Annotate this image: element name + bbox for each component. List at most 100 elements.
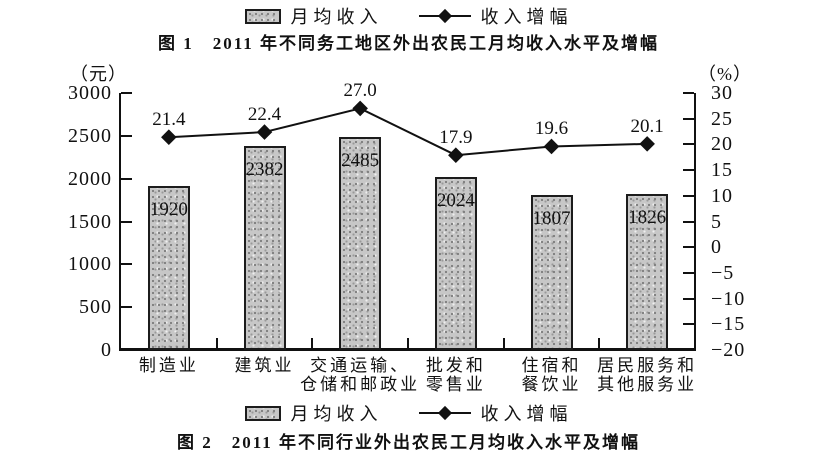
x-axis-tick — [598, 338, 601, 350]
line-legend-swatch-icon — [418, 405, 471, 421]
right-axis-tick-label: −15 — [711, 313, 746, 336]
bar-1 — [147, 185, 190, 350]
left-axis-tick-label: 2000 — [68, 167, 112, 190]
x-axis-tick — [502, 338, 505, 350]
right-axis-tick — [683, 297, 694, 300]
left-axis-unit: （元） — [70, 64, 127, 84]
right-axis-tick-label: 30 — [711, 82, 733, 104]
category-label-3: 交通运输、 仓储和邮政业 — [290, 356, 430, 394]
right-axis-line — [694, 93, 696, 350]
right-axis-tick-label: −5 — [711, 261, 735, 284]
left-axis-tick-label: 500 — [79, 296, 112, 319]
right-axis-tick-label: 15 — [711, 159, 733, 182]
right-axis-tick-label: 25 — [711, 107, 733, 130]
diamond-marker-icon — [256, 124, 273, 140]
bar-4 — [434, 176, 477, 350]
right-axis-unit: （%） — [698, 64, 752, 84]
bar-value-label: 2024 — [436, 189, 475, 211]
left-axis-tick — [121, 92, 132, 94]
line-legend-label: 收入增幅 — [480, 404, 573, 424]
category-label-line: 零售业 — [425, 375, 486, 394]
category-label-line: 餐饮业 — [521, 375, 582, 394]
left-axis-line — [119, 93, 121, 350]
line-value-label: 19.6 — [534, 118, 569, 140]
bar-3 — [339, 137, 382, 350]
right-axis-tick — [683, 349, 694, 351]
bar-value-label: 1826 — [628, 206, 667, 228]
diamond-marker-icon — [437, 405, 452, 421]
left-axis-tick-label: 2500 — [68, 124, 112, 147]
bar-value-label: 1807 — [532, 208, 571, 230]
category-label-line: 住宿和 — [521, 356, 582, 375]
figure1-legend: 月均收入 收入增幅 — [0, 5, 817, 27]
bar-legend-swatch-icon — [244, 405, 281, 421]
left-axis-tick — [121, 177, 132, 180]
x-axis-tick — [311, 338, 314, 350]
category-label-line: 仓储和邮政业 — [300, 375, 421, 394]
x-axis-tick — [407, 338, 409, 350]
right-axis-tick — [683, 220, 694, 223]
line-value-label: 20.1 — [630, 115, 664, 137]
diamond-marker-icon — [161, 129, 177, 145]
left-axis-tick — [121, 263, 132, 266]
left-axis-tick-label: 0 — [101, 339, 112, 361]
bar-legend-label: 月均收入 — [290, 404, 383, 424]
line-segment — [168, 107, 648, 157]
left-axis-tick — [121, 220, 132, 223]
right-axis-tick — [683, 323, 694, 326]
left-axis-tick-label: 1500 — [68, 210, 112, 233]
bar-legend-swatch-icon — [244, 8, 281, 24]
right-axis-tick — [683, 169, 694, 172]
diamond-marker-icon — [543, 138, 560, 155]
diamond-marker-icon — [352, 100, 368, 117]
left-axis-tick — [121, 306, 132, 309]
bar-value-label: 1920 — [149, 198, 188, 220]
right-axis-tick-label: 5 — [711, 210, 722, 233]
right-axis-tick — [683, 246, 694, 249]
right-axis-tick — [683, 117, 694, 120]
line-value-label: 27.0 — [343, 80, 377, 102]
right-axis-tick-label: −10 — [711, 287, 746, 310]
bar-legend-label: 月均收入 — [290, 7, 383, 27]
figure1-caption: 图 1 2011 年不同务工地区外出农民工月均收入水平及增幅 — [157, 34, 660, 53]
bar-value-label: 2382 — [245, 158, 284, 180]
diamond-marker-icon — [448, 147, 464, 163]
right-axis-tick-label: 10 — [711, 184, 733, 207]
right-axis-tick — [683, 92, 694, 94]
line-value-label: 17.9 — [439, 127, 473, 149]
line-value-label: 22.4 — [247, 104, 282, 126]
right-axis-tick-label: 0 — [711, 236, 722, 259]
left-axis-tick-label: 1000 — [68, 253, 112, 276]
category-label-4: 批发和 零售业 — [386, 356, 526, 394]
right-axis-tick — [683, 143, 694, 146]
left-axis-tick — [121, 134, 132, 137]
diamond-marker-icon — [639, 136, 655, 152]
right-axis-tick-label: −20 — [711, 339, 746, 361]
line-legend-label: 收入增幅 — [480, 7, 573, 27]
right-axis-tick-label: 20 — [711, 133, 733, 156]
bar-value-label: 2485 — [341, 150, 380, 172]
figure2-legend: 月均收入 收入增幅 — [0, 402, 817, 424]
figure2-caption: 图 2 2011 年不同行业外出农民工月均收入水平及增幅 — [176, 433, 641, 452]
line-legend-swatch-icon — [418, 8, 471, 24]
category-label-6: 居民服务和 其他服务业 — [577, 356, 717, 394]
left-axis-tick-label: 3000 — [68, 82, 112, 104]
category-label-line: 建筑业 — [234, 356, 295, 375]
bar-2 — [243, 145, 286, 350]
category-label-line: 制造业 — [138, 356, 199, 375]
category-label-1: 制造业 — [99, 356, 239, 375]
category-label-2: 建筑业 — [195, 356, 335, 375]
x-axis-tick — [215, 338, 218, 350]
bar-5 — [530, 195, 573, 350]
category-label-5: 住宿和 餐饮业 — [482, 356, 622, 394]
line-value-label: 21.4 — [152, 109, 186, 131]
category-label-line: 交通运输、 — [310, 356, 411, 375]
category-label-line: 其他服务业 — [597, 375, 698, 394]
right-axis-tick — [683, 271, 694, 274]
bar-6 — [626, 193, 669, 350]
left-axis-tick — [121, 349, 132, 351]
category-label-line: 批发和 — [425, 356, 486, 375]
